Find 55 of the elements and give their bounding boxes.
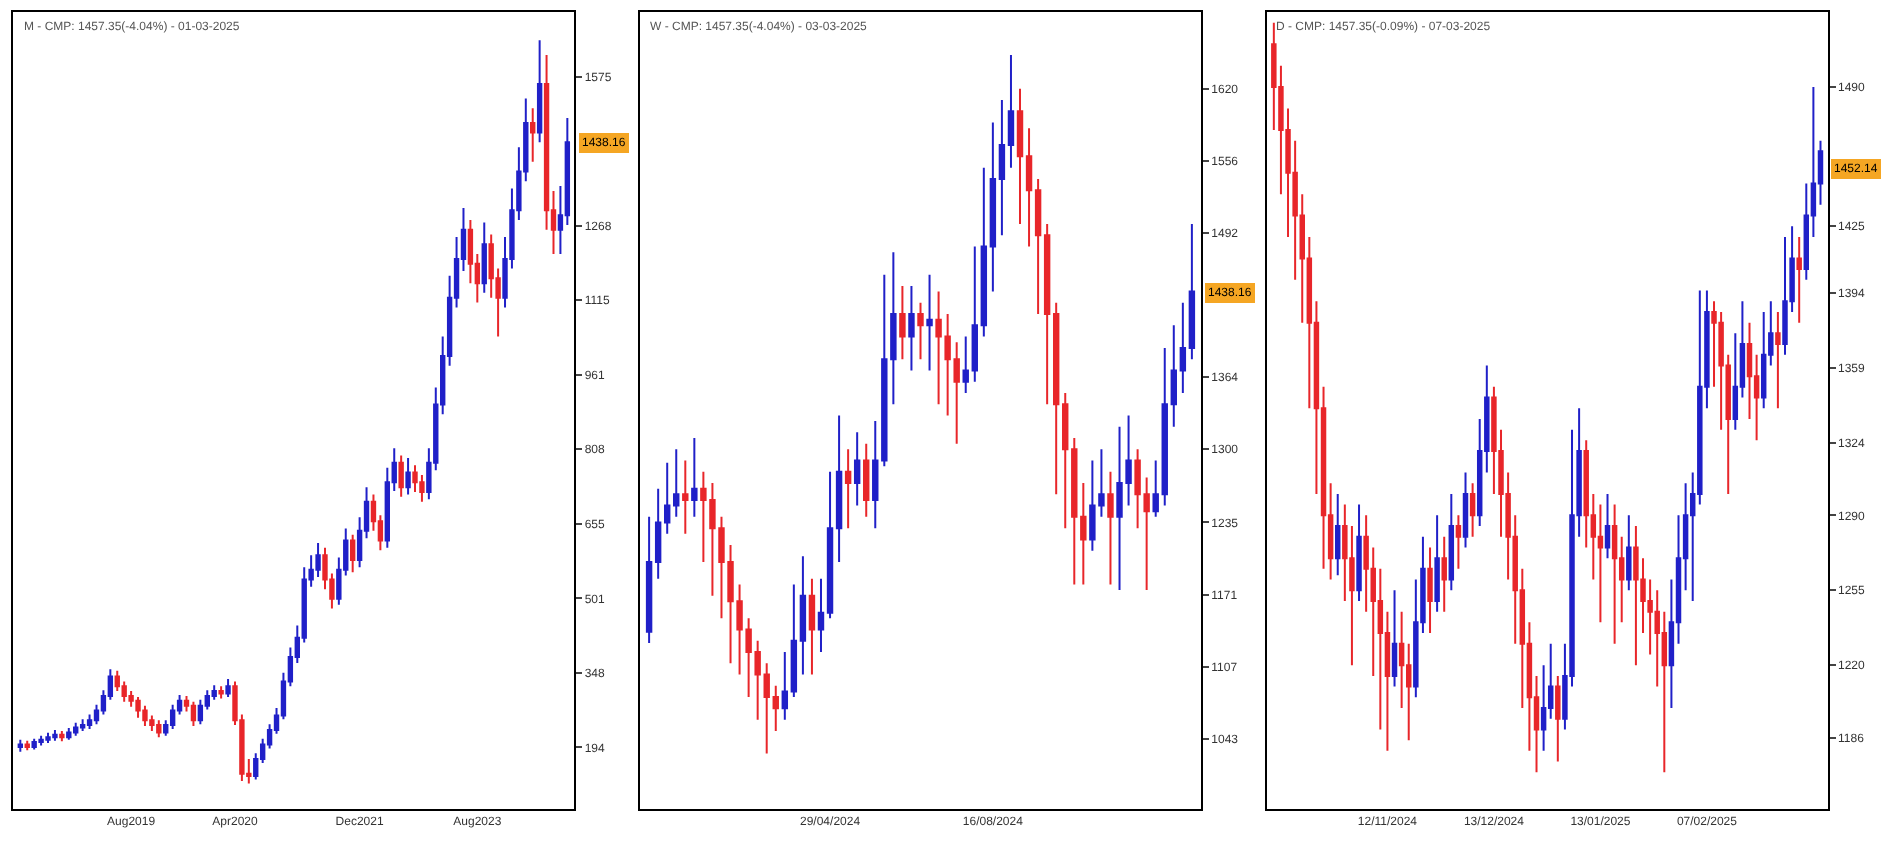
candlestick (1441, 535, 1447, 613)
candlestick (52, 728, 58, 742)
candlestick (17, 738, 24, 753)
candlestick (481, 221, 487, 294)
candlestick (86, 713, 93, 730)
candlestick (169, 703, 176, 730)
candlestick (1555, 674, 1561, 763)
candlestick (1107, 470, 1114, 586)
candlestick (1356, 503, 1362, 602)
candlestick (1611, 503, 1618, 645)
candlestick (536, 39, 543, 144)
candlestick (808, 577, 816, 676)
candlestick (79, 718, 86, 732)
candlestick (908, 284, 915, 372)
candlestick (350, 533, 356, 574)
candlestick (1391, 589, 1398, 688)
candlestick (149, 714, 155, 732)
candlestick (853, 431, 861, 507)
candlestick (190, 700, 197, 728)
candlestick (1796, 235, 1802, 324)
candlestick (398, 454, 404, 498)
candlestick (405, 456, 411, 496)
candlestick (899, 284, 906, 361)
candlestick (1427, 546, 1433, 635)
candlestick (197, 698, 204, 726)
candlestick (38, 734, 44, 747)
candlestick (59, 729, 65, 743)
candlestick (66, 727, 72, 741)
candlestick (1633, 525, 1639, 667)
candlestick (1448, 492, 1455, 592)
candlestick (225, 677, 231, 698)
candlestick (31, 737, 37, 751)
candlestick (917, 301, 924, 361)
candlestick (1462, 471, 1469, 549)
candlestick (1604, 492, 1611, 560)
candlestick (863, 442, 870, 518)
candlestick (24, 739, 30, 752)
candlestick (844, 448, 852, 530)
candlestick (926, 273, 933, 372)
candlestick (419, 473, 425, 503)
candlestick (1775, 310, 1781, 410)
candlestick (45, 731, 51, 745)
candlestick (530, 107, 536, 163)
candlestick (218, 685, 224, 700)
candlestick (73, 721, 79, 737)
candlestick (142, 704, 148, 728)
candlestick (1334, 492, 1341, 577)
candlestick (1626, 514, 1632, 592)
candlestick (682, 459, 689, 535)
candlestick (691, 437, 698, 518)
candlestick (1469, 482, 1476, 538)
candlestick (156, 719, 162, 739)
candlestick (1434, 514, 1440, 613)
candlestick (1455, 514, 1462, 570)
candlestick (135, 695, 141, 719)
